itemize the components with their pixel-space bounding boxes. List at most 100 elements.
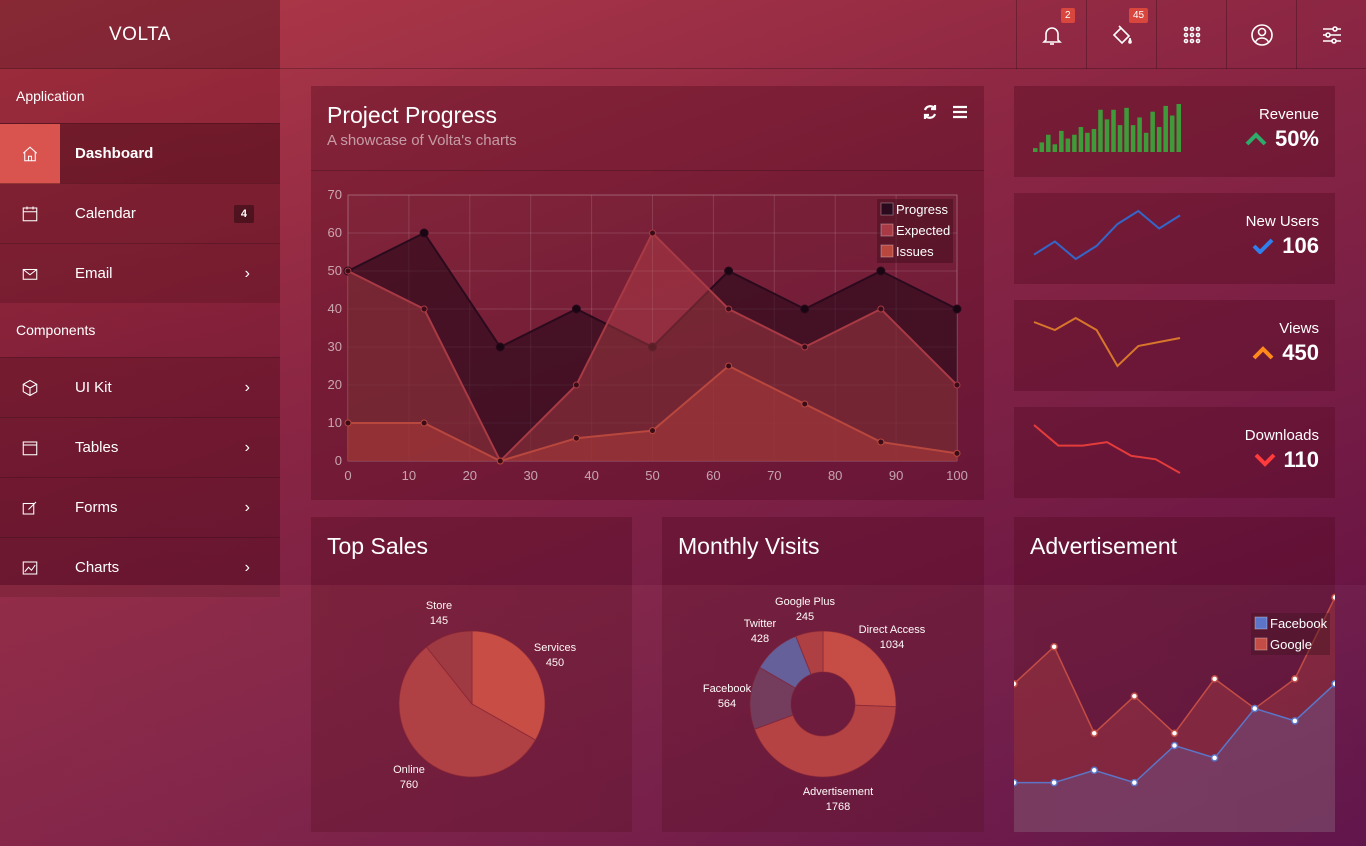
chevron-right-icon: › — [244, 378, 250, 396]
chevron-right-icon: › — [244, 438, 250, 456]
new-users-sparkline — [1033, 209, 1181, 261]
legend-label: Issues — [896, 244, 934, 259]
y-tick-label: 0 — [335, 453, 342, 468]
spark-bar — [1143, 132, 1149, 152]
data-point — [801, 400, 809, 408]
apps-button[interactable] — [1156, 0, 1226, 69]
panel-title: Top Sales — [327, 533, 429, 559]
y-tick-label: 50 — [328, 263, 342, 278]
theme-badge: 45 — [1129, 8, 1149, 23]
stat-card-views: Views 450 — [1014, 300, 1335, 391]
x-tick-label: 20 — [463, 468, 477, 483]
cube-icon — [0, 358, 60, 418]
data-point — [344, 419, 352, 427]
legend-label: Google — [1270, 637, 1312, 652]
arrow-down-icon — [1254, 453, 1275, 467]
data-point — [1130, 692, 1139, 700]
sidebar-item-tables[interactable]: Tables › — [0, 417, 280, 477]
data-point — [1210, 754, 1219, 762]
spark-bar — [1091, 128, 1097, 152]
x-tick-label: 30 — [523, 468, 537, 483]
envelope-icon — [0, 244, 60, 304]
profile-button[interactable] — [1226, 0, 1296, 69]
x-tick-label: 70 — [767, 468, 781, 483]
stat-label: Downloads — [1244, 427, 1319, 444]
series-area-facebook — [1014, 683, 1335, 832]
spark-bar — [1085, 132, 1090, 152]
spark-line — [1033, 316, 1181, 368]
sidebar-item-ui-kit[interactable]: UI Kit › — [0, 357, 280, 417]
y-tick-label: 60 — [328, 225, 342, 240]
data-point — [953, 449, 961, 457]
refresh-icon[interactable] — [922, 104, 938, 120]
pie-label: Online — [393, 764, 425, 776]
sidebar-item-dashboard[interactable]: Dashboard — [0, 123, 280, 184]
data-point — [572, 381, 580, 389]
data-point — [495, 342, 505, 352]
series-area-issues — [348, 366, 957, 461]
y-tick-label: 40 — [328, 301, 342, 316]
sidebar-item-forms[interactable]: Forms › — [0, 477, 280, 537]
stat-value-text: 110 — [1283, 447, 1320, 472]
stat-value: 50% — [1245, 126, 1319, 152]
downloads-sparkline — [1033, 424, 1181, 474]
stat-value: 450 — [1252, 340, 1319, 366]
stat-value-text: 50% — [1274, 126, 1319, 151]
data-point — [1170, 741, 1179, 750]
pie-label: Store — [426, 600, 452, 612]
data-point — [419, 228, 429, 238]
pie-value: 145 — [430, 615, 448, 627]
project-progress-chart: 0 10 20 30 40 50 60 70 0 10 20 30 40 50 60 70 80 90 100 Pro… — [328, 187, 968, 483]
x-tick-label: 40 — [584, 468, 598, 483]
data-point — [1210, 675, 1219, 683]
pie-label: Advertisement — [803, 786, 873, 798]
notifications-button[interactable]: 2 — [1016, 0, 1086, 69]
spark-bar — [1137, 117, 1142, 152]
app-logo[interactable]: VOLTA — [0, 0, 280, 69]
pie-label: Facebook — [703, 683, 752, 695]
user-circle-icon — [1250, 23, 1273, 46]
x-tick-label: 50 — [645, 468, 659, 483]
stat-value: 110 — [1254, 447, 1320, 473]
pie-slice-direct-access — [822, 630, 897, 708]
revenue-sparkline — [1033, 104, 1181, 152]
spark-bar — [1163, 105, 1168, 152]
y-tick-label: 10 — [328, 415, 342, 430]
top-icons: 2 45 — [1016, 0, 1366, 69]
pie-value: 428 — [751, 633, 769, 645]
data-point — [724, 266, 734, 276]
top-bar: VOLTA 2 45 — [0, 0, 1366, 69]
legend-label: Progress — [896, 202, 949, 217]
sidebar-item-label: Charts — [75, 559, 120, 576]
data-point — [1014, 680, 1018, 688]
spark-bar — [1176, 104, 1181, 152]
sidebar-section-application: Application — [16, 88, 85, 104]
panel-divider — [311, 170, 984, 171]
data-point — [1331, 593, 1335, 602]
notifications-badge: 2 — [1061, 8, 1075, 23]
stat-card-new-users: New Users 106 — [1014, 193, 1335, 284]
top-sales-panel: Top Sales Services 450 Online 760 Store 145 — [311, 517, 632, 832]
data-point — [649, 427, 656, 435]
data-point — [571, 304, 581, 314]
sidebar-item-calendar[interactable]: Calendar 4 — [0, 183, 280, 243]
spark-bar — [1117, 125, 1123, 152]
sidebar-item-charts[interactable]: Charts › — [0, 537, 280, 597]
spark-line — [1033, 424, 1181, 474]
monthly-visits-panel: Monthly Visits Direct Access 1034 Advertis… — [662, 517, 984, 832]
apps-grid-icon — [1183, 26, 1200, 43]
sidebar-item-email[interactable]: Email › — [0, 243, 280, 303]
check-icon — [1252, 238, 1274, 254]
menu-icon[interactable] — [952, 104, 968, 120]
sidebar-item-label: UI Kit — [75, 379, 112, 396]
project-progress-panel: Project Progress A showcase of Volta's c… — [311, 86, 984, 500]
data-point — [1291, 675, 1299, 683]
advertisement-panel: Advertisement Facebook Google — [1014, 517, 1335, 832]
data-point — [1050, 643, 1058, 651]
stat-card-downloads: Downloads 110 — [1014, 407, 1335, 498]
settings-button[interactable] — [1296, 0, 1366, 69]
data-point — [496, 457, 504, 465]
top-sales-chart: Services 450 Online 760 Store 145 — [393, 600, 576, 791]
data-point — [800, 304, 810, 314]
theme-button[interactable]: 45 — [1086, 0, 1156, 69]
